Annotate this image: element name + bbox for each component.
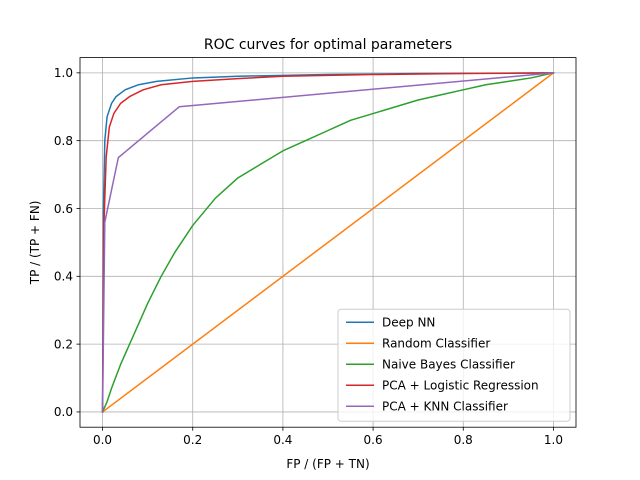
y-tick-label: 0.8	[54, 134, 73, 148]
legend-box	[337, 308, 571, 422]
axis-ticks: 0.0 0.2 0.4 0.6 0.8 1.0 0.0 0.2 0.4 0.6 0.8 1.0	[54, 66, 563, 447]
legend-label: PCA + KNN Classifier	[382, 400, 508, 414]
legend-label: Deep NN	[382, 316, 435, 330]
series-line-deep-nn	[101, 72, 555, 413]
series-line-pca-logistic-regression	[101, 72, 555, 413]
y-tick-label: 0.6	[54, 202, 73, 216]
x-tick-label: 0.4	[273, 433, 292, 447]
y-tick-label: 0.0	[54, 405, 73, 419]
legend: Deep NN Random Classifier Naive Bayes Clas…	[337, 308, 571, 422]
series-line-random-classifier	[101, 71, 555, 413]
legend-label: Naive Bayes Classifier	[382, 358, 515, 372]
series-line-naive-bayes-classifier	[101, 71, 555, 413]
y-tick-label: 0.2	[54, 337, 73, 351]
x-tick-label: 0.0	[93, 433, 112, 447]
x-tick-label: 0.6	[364, 433, 383, 447]
y-axis-label: TP / (TP + FN)	[28, 201, 42, 286]
series-line-pca-knn-classifier	[101, 72, 555, 413]
y-tick-label: 0.4	[54, 270, 73, 284]
legend-label: Random Classifier	[382, 337, 490, 351]
x-tick-label: 1.0	[544, 433, 563, 447]
x-tick-label: 0.8	[454, 433, 473, 447]
y-tick-label: 1.0	[54, 66, 73, 80]
legend-label: PCA + Logistic Regression	[382, 379, 539, 393]
x-axis-label: FP / (FP + TN)	[286, 457, 369, 471]
chart-title: ROC curves for optimal parameters	[204, 37, 452, 53]
plot-series	[101, 71, 555, 413]
axes-frame	[79, 57, 577, 428]
grid	[80, 57, 576, 428]
x-tick-label: 0.2	[183, 433, 202, 447]
